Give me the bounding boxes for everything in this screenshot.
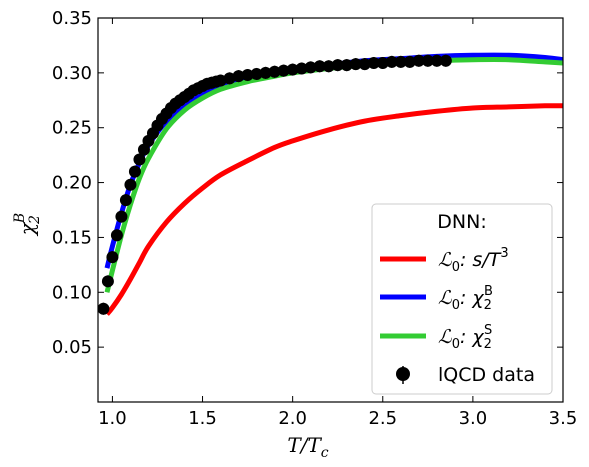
y-tick-label: 0.20 bbox=[52, 173, 92, 194]
x-tick-label: 2.5 bbox=[368, 408, 397, 429]
x-tick-label: 1.5 bbox=[188, 408, 217, 429]
lqcd-point bbox=[110, 229, 123, 242]
legend-entry-blue: ℒ0: χ2B bbox=[438, 284, 493, 313]
lqcd-point bbox=[259, 66, 272, 79]
lqcd-point bbox=[250, 67, 263, 80]
legend: DNN: ℒ0: s/T3 ℒ0: χ2B ℒ0: χ2S lQCD data bbox=[371, 203, 553, 395]
lqcd-point bbox=[394, 55, 407, 68]
lqcd-point bbox=[119, 194, 132, 207]
lqcd-point bbox=[403, 55, 416, 68]
series-line-green bbox=[104, 56, 563, 293]
lqcd-point bbox=[358, 58, 371, 71]
lqcd-point bbox=[286, 63, 299, 76]
lqcd-point bbox=[349, 58, 362, 71]
lqcd-point bbox=[115, 210, 128, 223]
y-tick-label: 0.30 bbox=[52, 63, 92, 84]
lqcd-point bbox=[98, 302, 110, 315]
legend-entry-green: ℒ0: χ2S bbox=[438, 323, 492, 352]
plot-frame bbox=[97, 17, 564, 403]
lqcd-point bbox=[376, 56, 389, 69]
lqcd-point bbox=[295, 62, 308, 75]
lqcd-point bbox=[331, 59, 344, 72]
lqcd-point bbox=[214, 74, 227, 87]
x-axis-label: T/Tc bbox=[287, 433, 328, 461]
legend-box bbox=[371, 203, 553, 395]
lqcd-point bbox=[421, 54, 434, 67]
lqcd-point bbox=[223, 72, 236, 85]
y-axis-label-sup: B bbox=[12, 213, 28, 224]
y-tick-label: 0.35 bbox=[52, 8, 92, 29]
lqcd-point bbox=[322, 60, 335, 73]
x-tick-label: 2.0 bbox=[278, 408, 307, 429]
y-axis-label-sub: 2 bbox=[27, 215, 43, 225]
y-tick-label: 0.25 bbox=[52, 118, 92, 139]
lqcd-point bbox=[241, 69, 254, 82]
y-tick-label: 0.05 bbox=[52, 337, 92, 358]
lqcd-point bbox=[304, 61, 317, 74]
lqcd-point bbox=[385, 55, 398, 68]
legend-title: DNN: bbox=[437, 211, 486, 233]
lqcd-point bbox=[124, 178, 137, 191]
x-tick-label: 3.5 bbox=[549, 408, 578, 429]
lqcd-point bbox=[232, 70, 245, 83]
x-tick-label: 1.0 bbox=[98, 408, 127, 429]
lqcd-point bbox=[277, 64, 290, 77]
lqcd-point bbox=[106, 251, 119, 264]
lqcd-point bbox=[133, 153, 146, 166]
y-tick-label: 0.10 bbox=[52, 282, 92, 303]
lqcd-point bbox=[313, 60, 326, 73]
legend-swatch-lqcd bbox=[396, 366, 410, 384]
y-tick-label: 0.15 bbox=[52, 227, 92, 248]
lqcd-point bbox=[367, 56, 380, 69]
lqcd-point bbox=[128, 165, 141, 178]
y-axis-label-main: χ bbox=[15, 221, 39, 237]
legend-entry-red: ℒ0: s/T3 bbox=[438, 246, 509, 275]
y-axis-label: χ2B bbox=[12, 213, 43, 237]
lqcd-point bbox=[340, 59, 353, 72]
lqcd-point bbox=[430, 54, 443, 67]
series-line-red bbox=[105, 103, 563, 316]
x-axis-label-main: T/T bbox=[287, 433, 322, 457]
lqcd-point bbox=[101, 275, 114, 288]
x-axis-label-sub: c bbox=[321, 445, 329, 461]
lqcd-point bbox=[412, 54, 425, 67]
x-tick-label: 3.0 bbox=[459, 408, 488, 429]
lqcd-point bbox=[268, 65, 281, 78]
lqcd-point bbox=[439, 54, 452, 67]
legend-entry-lqcd: lQCD data bbox=[438, 364, 535, 386]
